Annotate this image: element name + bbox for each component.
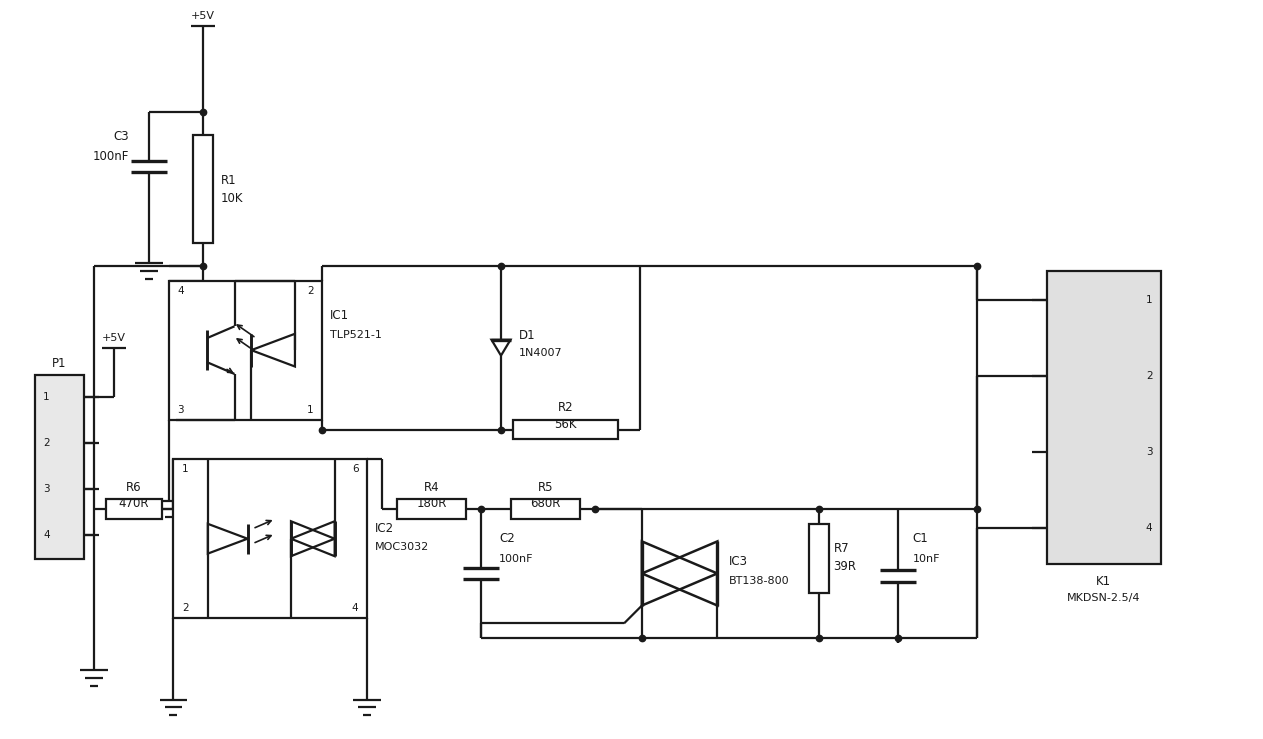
Text: 180R: 180R (417, 497, 447, 511)
Text: BT138-800: BT138-800 (729, 576, 789, 586)
Text: 2: 2 (43, 438, 49, 448)
Text: R5: R5 (538, 480, 553, 494)
Text: IC2: IC2 (375, 522, 394, 535)
Text: R4: R4 (423, 480, 440, 494)
Text: 56K: 56K (554, 418, 577, 431)
Text: R6: R6 (126, 480, 141, 494)
Bar (512, 499, 581, 519)
Text: 1: 1 (182, 464, 188, 474)
Text: 3: 3 (177, 405, 183, 415)
Text: +5V: +5V (191, 10, 215, 21)
Text: 3: 3 (43, 484, 49, 494)
Text: 100nF: 100nF (92, 150, 129, 163)
Text: 10K: 10K (221, 192, 244, 205)
Text: D1: D1 (519, 329, 536, 341)
Bar (168, 281, 322, 420)
Text: C2: C2 (499, 532, 515, 545)
Text: 1: 1 (307, 405, 313, 415)
Bar (513, 420, 618, 440)
Bar (173, 460, 368, 618)
Text: 10nF: 10nF (913, 554, 941, 564)
Text: C3: C3 (114, 130, 129, 143)
Text: R2: R2 (558, 401, 573, 415)
Text: 1: 1 (1146, 295, 1152, 305)
Bar (397, 499, 466, 519)
Text: K1: K1 (1096, 575, 1111, 588)
Text: 100nF: 100nF (499, 554, 533, 564)
Text: 4: 4 (177, 285, 183, 296)
Text: MKDSN-2.5/4: MKDSN-2.5/4 (1067, 593, 1140, 603)
Text: TLP521-1: TLP521-1 (331, 330, 383, 340)
Text: +5V: +5V (102, 333, 126, 343)
Text: 3: 3 (1146, 447, 1152, 457)
Text: 680R: 680R (530, 497, 561, 511)
Text: 4: 4 (1146, 523, 1152, 534)
Text: 2: 2 (182, 603, 188, 613)
Text: 2: 2 (307, 285, 313, 296)
Text: R1: R1 (221, 174, 236, 187)
Text: 2: 2 (1146, 371, 1152, 381)
Text: 1: 1 (43, 392, 49, 402)
Text: 39R: 39R (834, 560, 856, 573)
Text: 6: 6 (352, 464, 359, 474)
Text: 4: 4 (43, 530, 49, 539)
Text: 470R: 470R (119, 497, 149, 511)
Text: C1: C1 (913, 532, 928, 545)
Bar (1047, 270, 1161, 564)
Bar (193, 135, 213, 242)
Text: IC3: IC3 (729, 555, 748, 568)
Bar (808, 524, 829, 593)
Text: R7: R7 (834, 542, 849, 555)
Text: MOC3032: MOC3032 (375, 542, 429, 551)
Bar (106, 499, 162, 519)
Text: P1: P1 (52, 356, 67, 370)
Text: 1N4007: 1N4007 (519, 348, 562, 358)
Text: IC1: IC1 (331, 309, 350, 322)
Text: 4: 4 (352, 603, 359, 613)
Bar (34, 375, 85, 559)
